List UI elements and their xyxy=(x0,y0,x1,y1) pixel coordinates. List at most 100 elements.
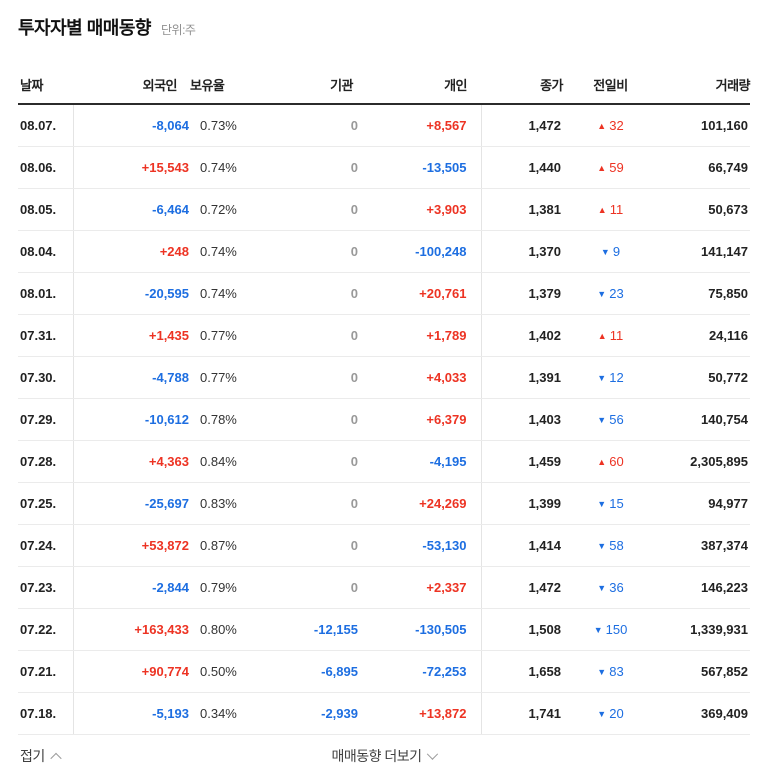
volume-cell: 50,772 xyxy=(655,356,750,399)
individual-net-cell: -4,195 xyxy=(360,440,482,483)
section-header: 투자자별 매매동향 단위:주 xyxy=(0,0,768,38)
up-triangle-icon: ▲ xyxy=(597,205,607,215)
institution-net-cell: -12,155 xyxy=(260,608,360,651)
more-link[interactable]: 매매동향 더보기 xyxy=(331,745,439,767)
individual-net-cell: -53,130 xyxy=(360,524,482,567)
column-header-foreign: 외국인 xyxy=(73,46,190,105)
individual-net-cell: -72,253 xyxy=(360,650,482,693)
change-cell: ▼ 58 xyxy=(566,524,655,567)
institution-net-cell: 0 xyxy=(260,566,360,609)
volume-cell: 101,160 xyxy=(655,104,750,147)
down-triangle-icon: ▼ xyxy=(597,289,607,299)
close-price-cell: 1,414 xyxy=(481,524,566,567)
close-price-cell: 1,658 xyxy=(481,650,566,693)
column-header-close: 종가 xyxy=(481,46,566,105)
table-row: 07.21. +90,774 0.50% -6,895 -72,253 1,658 ▼ 83 5… xyxy=(18,650,750,693)
more-label: 매매동향 더보기 xyxy=(331,748,422,764)
holding-ratio-cell: 0.84% xyxy=(190,440,260,483)
up-triangle-icon: ▲ xyxy=(597,121,607,131)
institution-net-cell: -2,939 xyxy=(260,692,360,735)
table-row: 08.04. +248 0.74% 0 -100,248 1,370 ▼ 9 141,147 xyxy=(18,230,750,273)
foreign-net-cell: +15,543 xyxy=(73,146,190,189)
down-triangle-icon: ▼ xyxy=(597,541,607,551)
foreign-net-cell: -8,064 xyxy=(73,104,190,147)
down-triangle-icon: ▼ xyxy=(597,709,607,719)
volume-cell: 94,977 xyxy=(655,482,750,525)
date-cell: 07.22. xyxy=(18,608,74,651)
change-cell: ▲ 60 xyxy=(566,440,655,483)
table-row: 07.28. +4,363 0.84% 0 -4,195 1,459 ▲ 60 2,305,89… xyxy=(18,440,750,483)
table-row: 07.25. -25,697 0.83% 0 +24,269 1,399 ▼ 15 94,977 xyxy=(18,482,750,525)
close-price-cell: 1,459 xyxy=(481,440,566,483)
holding-ratio-cell: 0.83% xyxy=(190,482,260,525)
holding-ratio-cell: 0.77% xyxy=(190,314,260,357)
investor-trend-table: 날짜 외국인 보유율 기관 개인 종가 전일비 거래량 08.07. -8,064… xyxy=(18,46,751,735)
close-price-cell: 1,472 xyxy=(481,104,566,147)
foreign-net-cell: +1,435 xyxy=(73,314,190,357)
holding-ratio-cell: 0.50% xyxy=(190,650,260,693)
close-price-cell: 1,508 xyxy=(481,608,566,651)
holding-ratio-cell: 0.72% xyxy=(190,188,260,231)
institution-net-cell: 0 xyxy=(260,272,360,315)
individual-net-cell: +20,761 xyxy=(360,272,482,315)
up-triangle-icon: ▲ xyxy=(597,163,607,173)
down-triangle-icon: ▼ xyxy=(597,373,607,383)
column-header-individual: 개인 xyxy=(360,46,481,105)
up-triangle-icon: ▲ xyxy=(597,331,607,341)
close-price-cell: 1,741 xyxy=(481,692,566,735)
date-cell: 07.25. xyxy=(18,482,74,525)
foreign-net-cell: +163,433 xyxy=(73,608,190,651)
change-cell: ▼ 83 xyxy=(566,650,655,693)
close-price-cell: 1,403 xyxy=(481,398,566,441)
table-header-row: 날짜 외국인 보유율 기관 개인 종가 전일비 거래량 xyxy=(18,46,751,105)
date-cell: 08.01. xyxy=(18,272,74,315)
date-cell: 08.05. xyxy=(18,188,74,231)
volume-cell: 141,147 xyxy=(655,230,750,273)
collapse-link[interactable]: 접기 xyxy=(20,745,62,767)
foreign-net-cell: -5,193 xyxy=(73,692,190,735)
down-triangle-icon: ▼ xyxy=(597,415,607,425)
holding-ratio-cell: 0.78% xyxy=(190,398,260,441)
foreign-net-cell: -4,788 xyxy=(73,356,190,399)
individual-net-cell: -100,248 xyxy=(360,230,482,273)
holding-ratio-cell: 0.74% xyxy=(190,230,260,273)
change-cell: ▲ 59 xyxy=(566,146,655,189)
date-cell: 07.30. xyxy=(18,356,74,399)
table-row: 07.18. -5,193 0.34% -2,939 +13,872 1,741 ▼ 20 36… xyxy=(18,692,750,735)
holding-ratio-cell: 0.73% xyxy=(190,104,260,147)
table-row: 08.06. +15,543 0.74% 0 -13,505 1,440 ▲ 59 66,749 xyxy=(18,146,750,189)
change-cell: ▼ 23 xyxy=(566,272,655,315)
volume-cell: 75,850 xyxy=(655,272,750,315)
foreign-net-cell: +248 xyxy=(73,230,190,273)
volume-cell: 146,223 xyxy=(655,566,750,609)
column-header-date: 날짜 xyxy=(18,46,73,105)
close-price-cell: 1,381 xyxy=(481,188,566,231)
table-row: 07.22. +163,433 0.80% -12,155 -130,505 1,508 ▼… xyxy=(18,608,750,651)
foreign-net-cell: -2,844 xyxy=(73,566,190,609)
individual-net-cell: +4,033 xyxy=(360,356,482,399)
date-cell: 07.21. xyxy=(18,650,74,693)
individual-net-cell: +13,872 xyxy=(360,692,482,735)
foreign-net-cell: +4,363 xyxy=(73,440,190,483)
foreign-net-cell: -20,595 xyxy=(73,272,190,315)
page-title: 투자자별 매매동향 xyxy=(18,18,151,38)
change-cell: ▼ 12 xyxy=(566,356,655,399)
date-cell: 08.07. xyxy=(18,104,74,147)
change-cell: ▼ 36 xyxy=(566,566,655,609)
table-row: 07.30. -4,788 0.77% 0 +4,033 1,391 ▼ 12 50,772 xyxy=(18,356,750,399)
table-footer: 접기 매매동향 더보기 xyxy=(18,745,750,767)
volume-cell: 140,754 xyxy=(655,398,750,441)
table-row: 08.01. -20,595 0.74% 0 +20,761 1,379 ▼ 23 75,850 xyxy=(18,272,750,315)
holding-ratio-cell: 0.77% xyxy=(190,356,260,399)
close-price-cell: 1,440 xyxy=(481,146,566,189)
change-cell: ▲ 11 xyxy=(566,188,655,231)
holding-ratio-cell: 0.74% xyxy=(190,146,260,189)
collapse-label: 접기 xyxy=(20,748,45,764)
foreign-net-cell: -6,464 xyxy=(73,188,190,231)
institution-net-cell: 0 xyxy=(260,230,360,273)
institution-net-cell: 0 xyxy=(260,356,360,399)
table-body: 08.07. -8,064 0.73% 0 +8,567 1,472 ▲ 32 101,160 0… xyxy=(18,104,750,735)
table-row: 07.29. -10,612 0.78% 0 +6,379 1,403 ▼ 56 140,754 xyxy=(18,398,750,441)
change-cell: ▲ 32 xyxy=(566,104,655,147)
change-cell: ▼ 9 xyxy=(566,230,655,273)
